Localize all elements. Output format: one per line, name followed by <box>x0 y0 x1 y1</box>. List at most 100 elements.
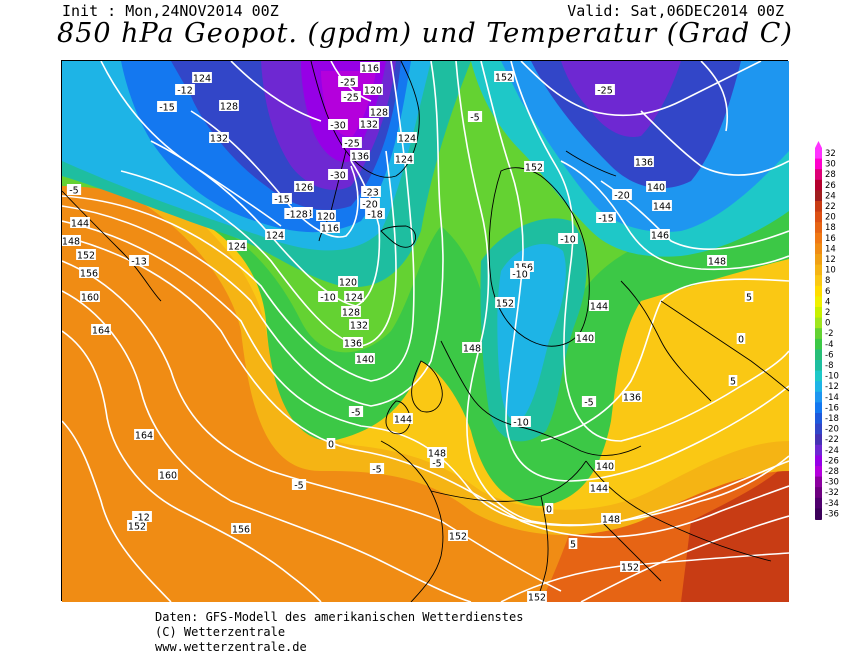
height-label: 152 <box>494 71 514 84</box>
svg-text:-5: -5 <box>351 408 360 419</box>
height-label: 136 <box>350 150 370 163</box>
height-label: 152 <box>620 561 640 574</box>
colorbar-swatch <box>815 243 822 255</box>
temp-label: -15 <box>596 212 616 225</box>
height-label: 148 <box>462 342 482 355</box>
colorbar-swatch <box>815 328 822 340</box>
footer-copyright: (C) Wetterzentrale <box>155 625 286 639</box>
svg-text:148: 148 <box>428 449 446 460</box>
colorbar-swatch <box>815 381 822 393</box>
temp-label: -5 <box>348 406 364 419</box>
svg-text:-25: -25 <box>597 86 613 97</box>
temp-label: 5 <box>744 291 754 304</box>
colorbar-swatch <box>815 222 822 234</box>
svg-text:146: 146 <box>651 231 669 242</box>
colorbar-swatch <box>815 487 822 499</box>
svg-text:140: 140 <box>647 183 665 194</box>
temp-label: -25 <box>595 84 615 97</box>
svg-text:132: 132 <box>350 321 368 332</box>
svg-text:-30: -30 <box>330 121 346 132</box>
valid-time-label: Valid: Sat,06DEC2014 00Z <box>567 2 784 20</box>
temp-label: -12 <box>175 84 195 97</box>
temp-label: 0 <box>544 503 554 516</box>
svg-text:152: 152 <box>77 251 95 262</box>
colorbar-tick-label: -36 <box>825 509 839 519</box>
svg-text:-10: -10 <box>512 270 528 281</box>
temp-label: -30 <box>328 169 348 182</box>
svg-text:128: 128 <box>370 108 388 119</box>
colorbar-swatch <box>815 402 822 414</box>
svg-text:-13: -13 <box>131 257 147 268</box>
height-label: 152 <box>524 161 544 174</box>
svg-text:-23: -23 <box>363 188 379 199</box>
temp-label: -5 <box>429 457 445 470</box>
colorbar-swatch <box>815 444 822 456</box>
temp-label: -13 <box>129 255 149 268</box>
colorbar-tick-label: 20 <box>825 213 836 223</box>
svg-text:-5: -5 <box>470 113 479 124</box>
colorbar-tick-label: -4 <box>825 340 833 350</box>
height-label: 140 <box>355 353 375 366</box>
colorbar-tick-label: 26 <box>825 181 836 191</box>
svg-text:0: 0 <box>546 505 552 516</box>
height-label: 124 <box>227 240 247 253</box>
height-label: 146 <box>650 229 670 242</box>
height-label: 148 <box>601 513 621 526</box>
svg-text:-20: -20 <box>362 200 378 211</box>
map-title: 850 hPa Geopot. (gpdm) und Temperatur (G… <box>57 18 793 49</box>
svg-text:5: 5 <box>730 377 736 388</box>
colorbar-tick-label: 10 <box>825 266 836 276</box>
height-label: 140 <box>646 181 666 194</box>
height-label: 164 <box>91 324 111 337</box>
temp-label: -10 <box>318 291 338 304</box>
height-label: 128 <box>219 100 239 113</box>
height-label: 116 <box>320 222 340 235</box>
colorbar-tick-label: -22 <box>825 435 839 445</box>
height-label: 148 <box>62 235 81 248</box>
svg-text:148: 148 <box>708 257 726 268</box>
colorbar-swatch <box>815 455 822 467</box>
colorbar-swatch <box>815 158 822 170</box>
svg-text:120: 120 <box>364 86 382 97</box>
svg-text:152: 152 <box>449 532 467 543</box>
colorbar-swatch <box>815 232 822 244</box>
svg-text:128: 128 <box>220 102 238 113</box>
colorbar-tick-label: -28 <box>825 467 839 477</box>
colorbar-tick-label: -6 <box>825 350 833 360</box>
height-label: 144 <box>70 217 90 230</box>
svg-text:148: 148 <box>602 515 620 526</box>
svg-text:160: 160 <box>159 471 177 482</box>
colorbar-tick-label: 8 <box>825 276 830 286</box>
weather-map: 1241281321201281321161241361241261281201… <box>61 60 789 602</box>
temp-label: 0 <box>736 333 746 346</box>
colorbar-swatch <box>815 254 822 266</box>
colorbar-swatch <box>815 466 822 478</box>
svg-text:124: 124 <box>228 242 246 253</box>
height-label: 124 <box>344 291 364 304</box>
svg-text:152: 152 <box>128 522 146 533</box>
footer-website: www.wetterzentrale.de <box>155 640 307 654</box>
colorbar-swatch <box>815 413 822 425</box>
svg-text:152: 152 <box>525 163 543 174</box>
height-label: 152 <box>127 520 147 533</box>
height-label: 148 <box>707 255 727 268</box>
colorbar-tick-label: -30 <box>825 478 839 488</box>
temp-label: -25 <box>341 91 361 104</box>
svg-text:-5: -5 <box>294 481 303 492</box>
svg-text:136: 136 <box>344 339 362 350</box>
svg-text:132: 132 <box>210 134 228 145</box>
height-labels: 1241281321201281321161241361241261281201… <box>62 62 727 602</box>
colorbar-swatch <box>815 190 822 202</box>
height-label: 152 <box>76 249 96 262</box>
height-label: 160 <box>80 291 100 304</box>
svg-text:144: 144 <box>71 219 89 230</box>
colorbar-tick-label: -34 <box>825 499 839 509</box>
temp-label: -23 <box>361 186 381 199</box>
temp-label: -5 <box>581 396 597 409</box>
svg-text:-12: -12 <box>177 86 193 97</box>
svg-text:5: 5 <box>570 540 576 551</box>
svg-text:124: 124 <box>266 231 284 242</box>
svg-text:116: 116 <box>361 64 379 75</box>
colorbar-tick-label: 12 <box>825 255 836 265</box>
temp-label: -18 <box>365 208 385 221</box>
